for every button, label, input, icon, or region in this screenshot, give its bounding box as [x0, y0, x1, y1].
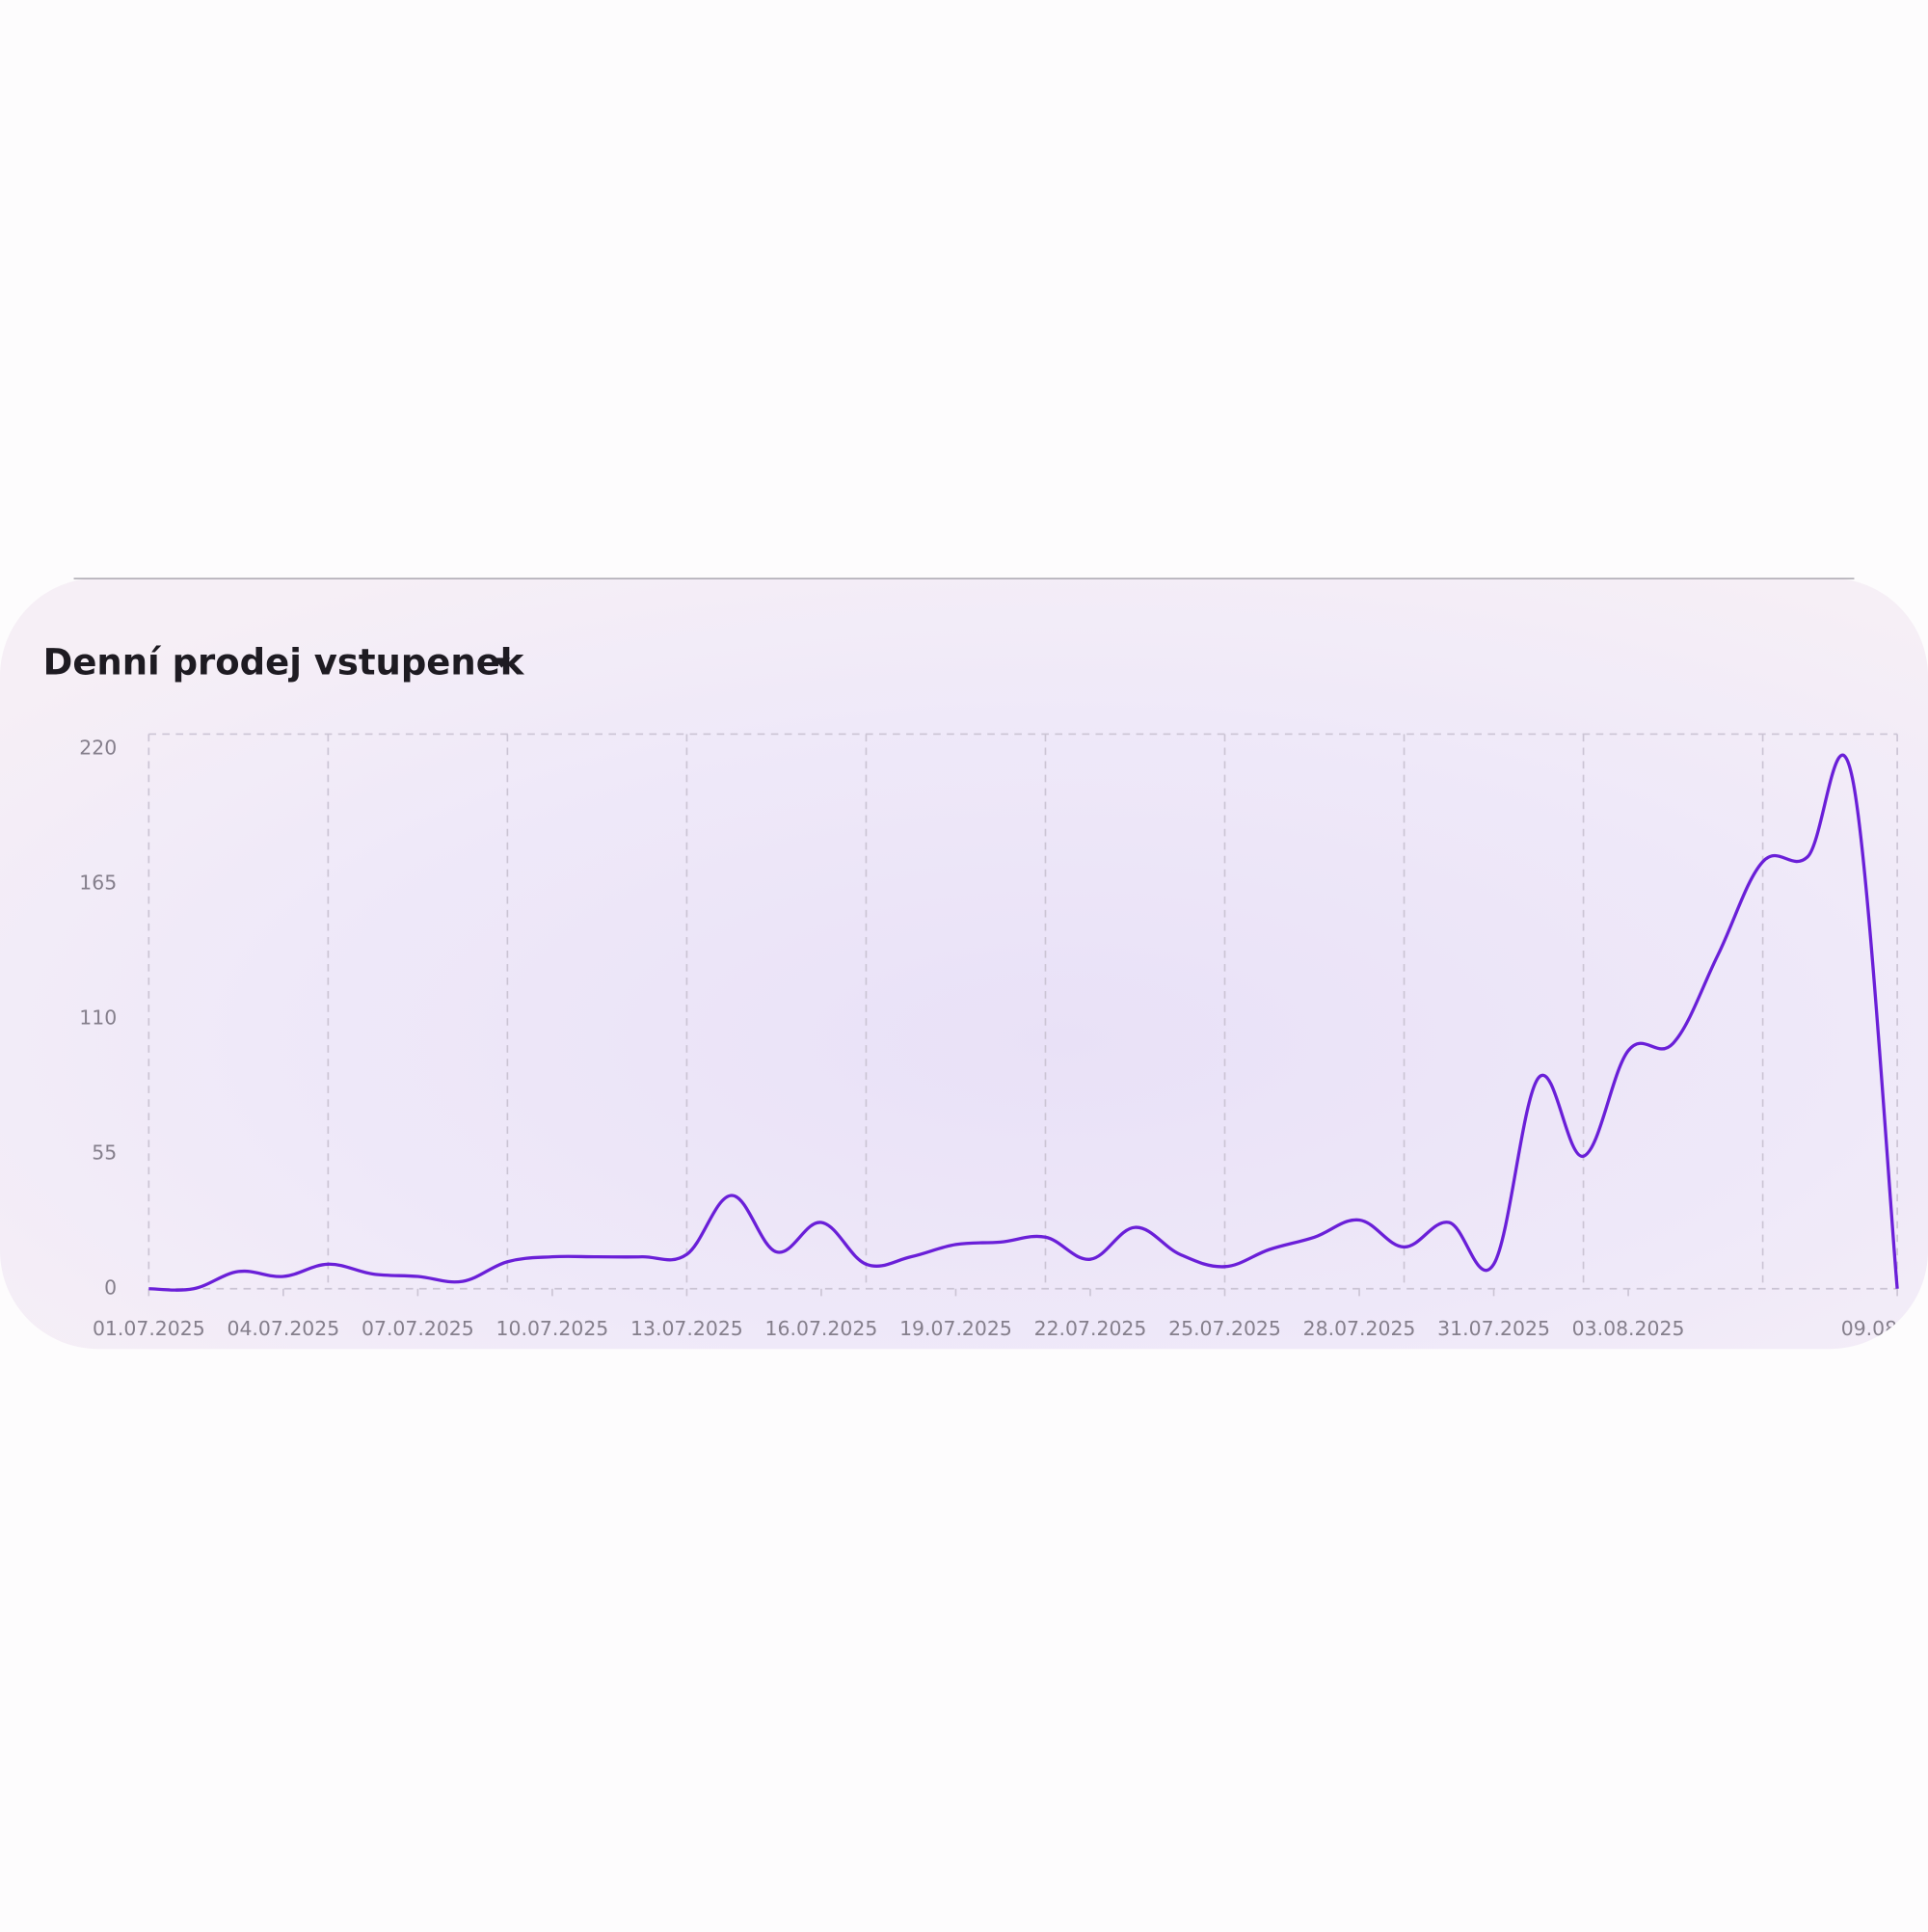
y-tick-label: 110 [79, 1006, 117, 1030]
chart-title[interactable]: Denní prodej vstupenek [43, 641, 525, 683]
x-tick-label: 19.07.2025 [899, 1317, 1012, 1340]
title-dropdown[interactable]: Denní prodej vstupenek [43, 641, 525, 683]
x-tick-label: 01.07.2025 [93, 1317, 205, 1340]
x-tick-label: 28.07.2025 [1303, 1317, 1416, 1340]
sales-line [148, 753, 1899, 1292]
x-tick-label: 10.07.2025 [496, 1317, 609, 1340]
y-tick-label: 220 [79, 737, 117, 760]
y-tick-label: 55 [92, 1141, 117, 1165]
x-tick-label: 09.08.2025 [1841, 1317, 1928, 1340]
x-tick-label: 16.07.2025 [765, 1317, 878, 1340]
y-tick-label: 165 [79, 872, 117, 895]
x-tick-label: 31.07.2025 [1437, 1317, 1550, 1340]
x-tick-label: 04.07.2025 [227, 1317, 339, 1340]
card [0, 577, 1928, 1350]
x-tick-label: 22.07.2025 [1034, 1317, 1147, 1340]
x-tick-label: 13.07.2025 [630, 1317, 743, 1340]
dropdown-arrow[interactable] [493, 657, 511, 668]
y-tick-label: 0 [104, 1276, 117, 1300]
x-tick-label: 25.07.2025 [1168, 1317, 1281, 1340]
x-tick-label: 03.08.2025 [1572, 1317, 1685, 1340]
x-tick-label: 07.07.2025 [362, 1317, 474, 1340]
